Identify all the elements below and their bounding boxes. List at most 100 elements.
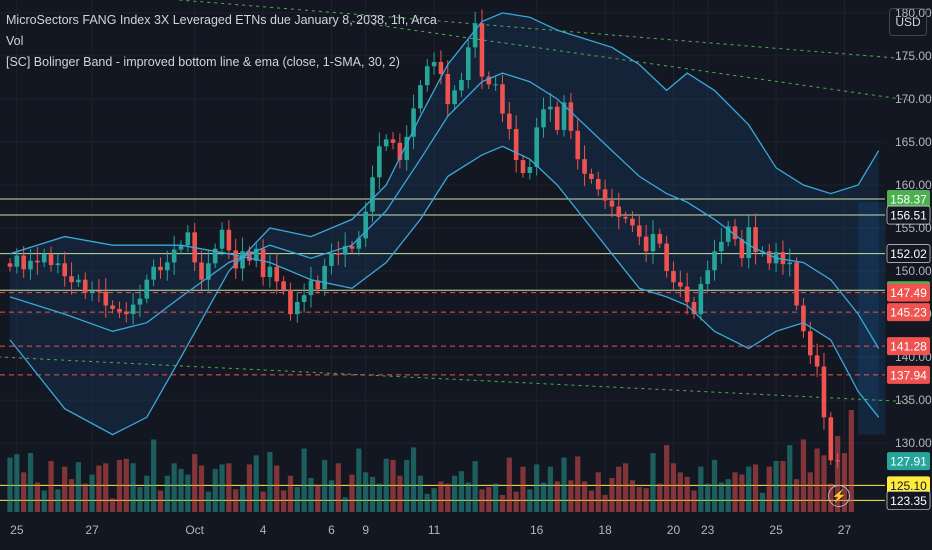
volume-bar [239,485,246,512]
candle-body [349,246,355,249]
candle-body [561,102,567,130]
candle-body [41,253,47,263]
price-tags: 158.37156.51152.02147.77147.49145.23141.… [886,190,931,510]
indicator-label[interactable]: [SC] Bolinger Band - improved bottom lin… [6,55,400,69]
volume-bar [602,495,608,512]
candle-body [568,102,574,131]
y-tick-label: 165.00 [895,135,932,149]
volume-bar [226,463,232,512]
volume-bar [62,466,68,512]
level-price-tag: 145.23 [887,303,930,322]
candle-body [582,159,587,174]
candle-body [158,266,163,271]
candle-body [513,129,519,161]
level-price-tag: 152.02 [886,244,931,263]
price-tag-bg [886,205,931,225]
volume-bar [479,489,485,512]
price-tag-label: 158.37 [890,193,927,207]
candle-body [691,302,697,315]
candle-body [541,109,546,128]
volume-bar [732,472,738,512]
volume-bar [410,447,417,512]
candle-body [671,271,676,283]
candle-body [137,298,143,305]
candle-body [260,248,266,278]
volume-bar [554,481,560,512]
candle-body [459,80,464,91]
candle-body [301,295,307,303]
volume-bar [27,453,34,512]
candle-body [35,260,40,263]
volume-bar [643,488,649,512]
y-tick-label: 155.00 [895,221,932,235]
volume-bar [75,462,81,512]
volume-bar [356,448,362,512]
volume-bar [219,464,225,512]
candle-body [219,229,225,249]
candle-body [336,252,341,255]
candle-body [370,177,375,212]
candle-body [165,262,170,271]
level-price-tag: 147.49 [887,283,930,302]
volume-bar [349,474,355,512]
volume-bar [506,457,512,512]
volume-bar [513,491,519,512]
price-tag-label: 145.23 [890,306,927,320]
volume-bar [623,463,629,512]
volume-bar [96,465,102,512]
lightning-icon[interactable]: ⚡ [828,485,850,507]
candle-body [493,84,498,86]
candle-body [527,166,533,173]
volume-bar [725,479,731,512]
candle-body [630,218,635,226]
candle-body [534,127,539,167]
volume-bar [48,461,54,512]
volume-bar [841,453,848,512]
candle-body [787,262,793,265]
volume-bar [650,453,656,512]
volume-bar [807,472,813,512]
candle-body [130,304,136,315]
candle-body [185,232,191,246]
candle-body [342,246,348,255]
candle-body [684,286,690,303]
upper-band [9,12,880,436]
volume-bar [281,490,287,512]
time-axis[interactable]: 25 27 Oct 4 6 9 11 16 18 20 23 25 27 [10,523,851,537]
volume-bar [397,475,403,512]
volume-bar [137,487,143,512]
candle-body [117,308,122,312]
candle-body [835,460,840,462]
volume-bar [561,457,567,512]
forecast-area [858,202,886,435]
level-price-tag: 158.37 [887,190,930,209]
currency-button[interactable]: USD [889,8,927,36]
candle-body [390,139,396,143]
candle-body [807,331,813,356]
level-price-tag: 156.51 [886,205,931,225]
x-tick-label: 25 [769,523,783,537]
symbol-title[interactable]: MicroSectors FANG Index 3X Leveraged ETN… [6,13,437,27]
volume-bar [773,461,779,512]
candle-body [753,227,758,253]
volume-bar [328,480,335,512]
candle-body [404,136,410,161]
bollinger-fill [10,12,886,435]
candle-body [431,61,437,67]
volume-label[interactable]: Vol [6,34,24,48]
candle-body [377,146,382,178]
volume-bar [342,497,348,512]
candle-body [712,251,717,271]
candle-body [199,262,204,280]
level-price-tag: 125.10 [887,476,930,495]
candle-body [76,279,81,283]
volume-bar [711,459,718,512]
candle-body [212,248,218,264]
volume-bar [315,484,321,512]
volume-bar [185,474,191,512]
candle-body [281,281,286,290]
candle-body [247,251,252,261]
candle-body [794,262,799,306]
x-tick-label: 25 [10,523,24,537]
